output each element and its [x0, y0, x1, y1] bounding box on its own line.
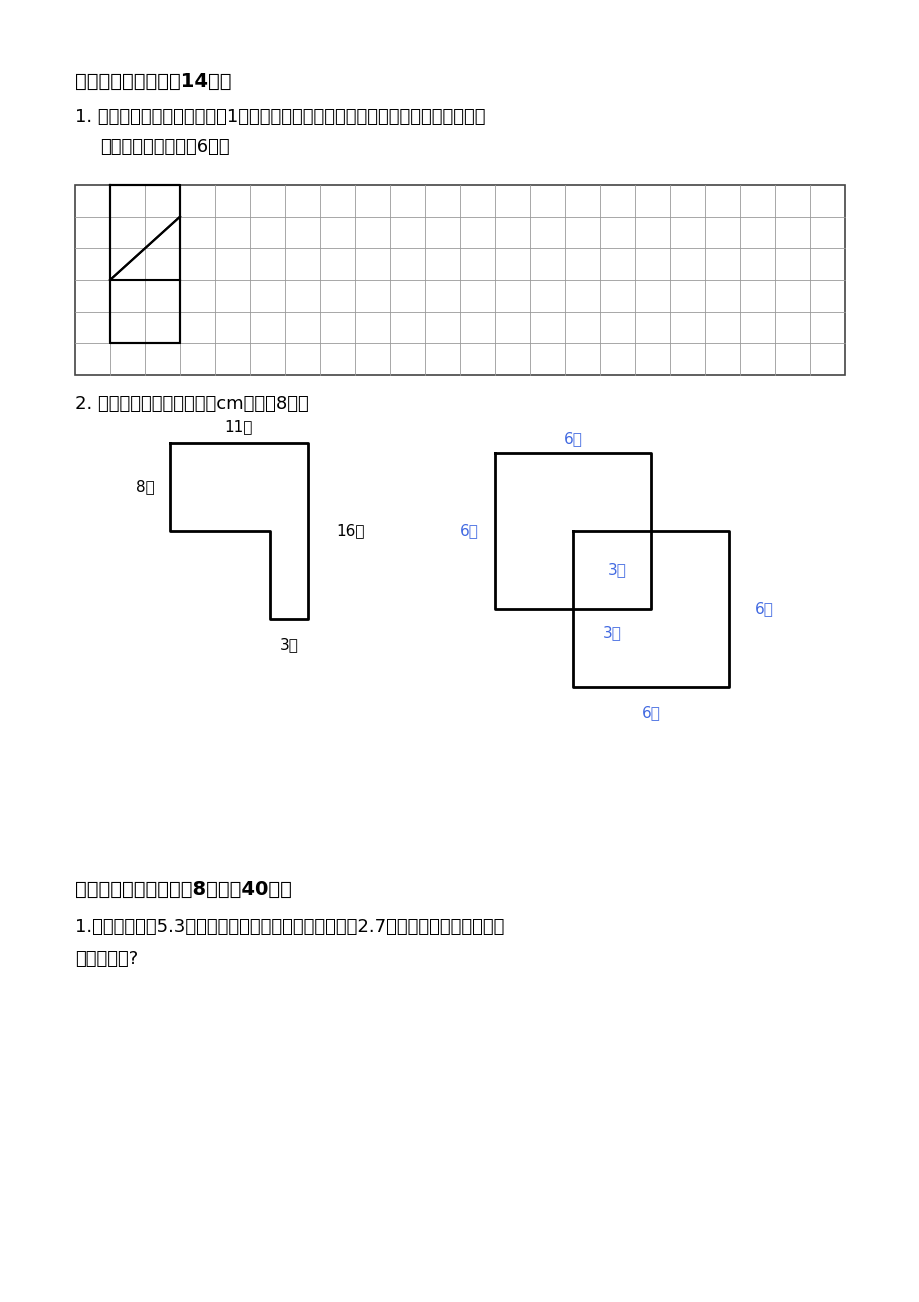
- Text: 3米: 3米: [279, 637, 298, 652]
- Text: 长方形和正方形。（6分）: 长方形和正方形。（6分）: [100, 138, 230, 156]
- Text: 1.一瓶水连瓶重5.3千克，用去一半后，剩下的水连瓶重2.7千克，水重多少千克？瓶: 1.一瓶水连瓶重5.3千克，用去一半后，剩下的水连瓶重2.7千克，水重多少千克？…: [75, 918, 504, 936]
- Text: 8米: 8米: [135, 479, 154, 495]
- Text: 重多少千克?: 重多少千克?: [75, 950, 138, 967]
- Text: 五、解决问题。（每题8分；共40分）: 五、解决问题。（每题8分；共40分）: [75, 880, 291, 898]
- Text: 16米: 16米: [335, 523, 364, 539]
- Text: 1. 下面方格纸中的方格边长按1厘米计算，请在方格纸上画出和已知图形面积相等的: 1. 下面方格纸中的方格边长按1厘米计算，请在方格纸上画出和已知图形面积相等的: [75, 108, 485, 126]
- Text: 11米: 11米: [224, 419, 253, 435]
- Text: 6米: 6米: [460, 523, 478, 539]
- Text: 6米: 6米: [754, 602, 773, 617]
- Bar: [75, 185, 844, 375]
- Text: 3米: 3米: [602, 625, 620, 641]
- Text: 2. 计算图形的面积（单位：cm）。（8分）: 2. 计算图形的面积（单位：cm）。（8分）: [75, 395, 309, 413]
- Text: 四、动手操作。（共14分）: 四、动手操作。（共14分）: [75, 72, 232, 91]
- Text: 6米: 6米: [641, 704, 660, 720]
- Text: 3米: 3米: [607, 562, 626, 578]
- Text: 6米: 6米: [563, 431, 582, 447]
